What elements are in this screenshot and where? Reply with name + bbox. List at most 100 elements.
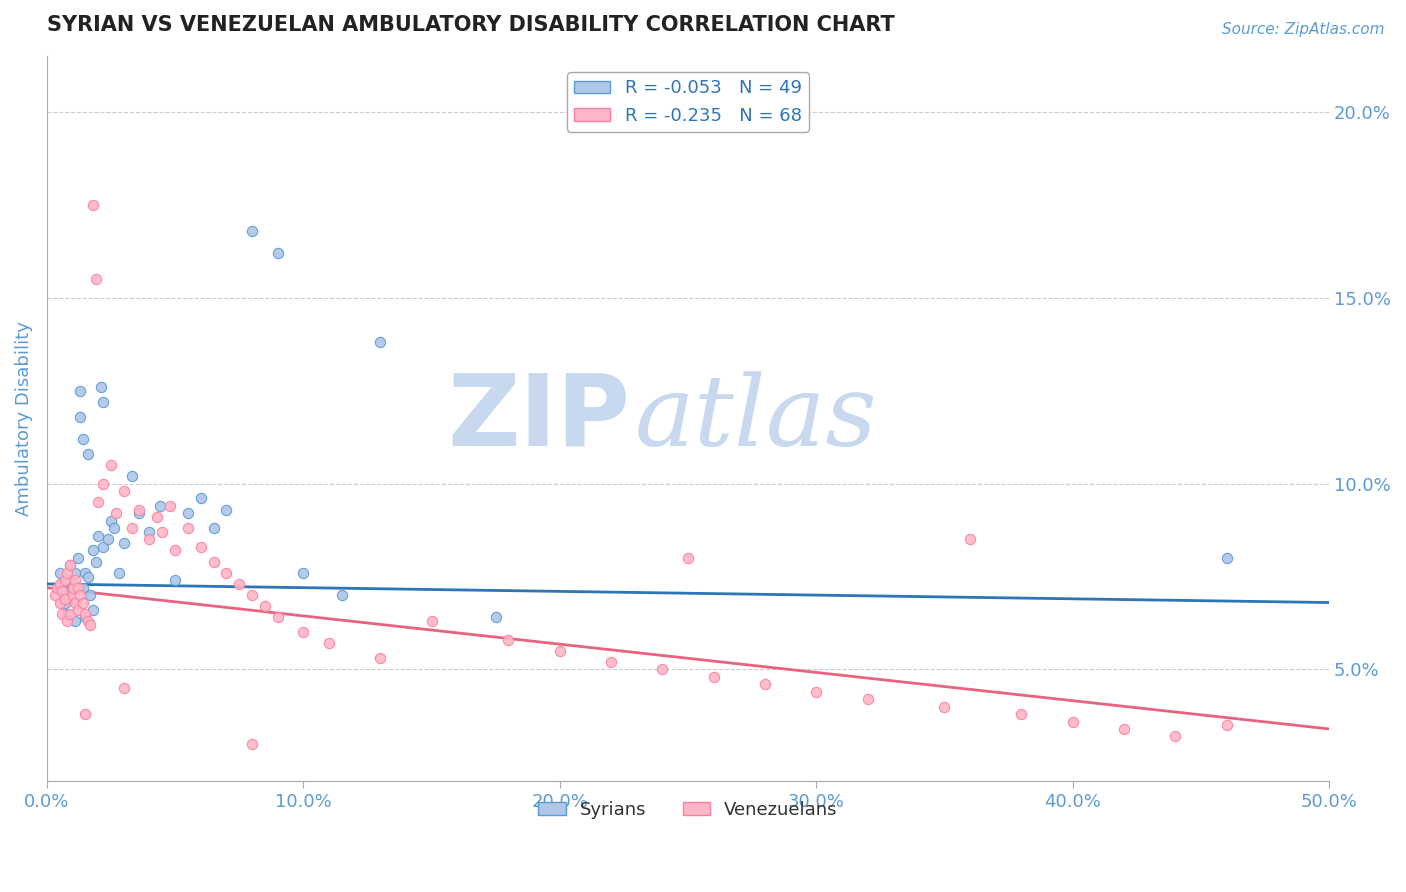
Point (600, 655, 623, 669)
Point (69, 409, 91, 424)
Point (59, 584, 82, 599)
Point (215, 502, 238, 516)
Point (330, 588, 353, 602)
Point (90, 380, 112, 394)
Text: atlas: atlas (634, 371, 877, 467)
Point (228, 577, 250, 591)
Point (72, 581, 94, 595)
Point (138, 524, 160, 539)
Point (368, 335, 391, 350)
Point (51, 584, 73, 599)
Point (651, 663, 673, 677)
Point (498, 632, 520, 647)
Point (53, 573, 76, 587)
Point (66, 550, 89, 565)
Point (485, 610, 508, 624)
Point (165, 573, 187, 587)
Point (48, 595, 70, 609)
Point (53, 595, 76, 609)
Point (934, 699, 956, 714)
Point (240, 588, 263, 602)
Point (75, 607, 97, 621)
Point (51, 581, 73, 595)
Point (62, 588, 84, 602)
Point (190, 540, 212, 554)
Text: Source: ZipAtlas.com: Source: ZipAtlas.com (1222, 22, 1385, 37)
Point (91, 540, 114, 554)
Point (91, 476, 114, 491)
Point (100, 458, 122, 472)
Point (1010, 707, 1032, 722)
Point (1112, 722, 1135, 736)
Point (56, 607, 79, 621)
Point (1062, 714, 1084, 729)
Point (62, 581, 84, 595)
Point (69, 588, 91, 602)
Point (72, 432, 94, 446)
Point (91, 394, 114, 409)
Point (368, 651, 391, 665)
Point (56, 566, 79, 580)
Text: SYRIAN VS VENEZUELAN AMBULATORY DISABILITY CORRELATION CHART: SYRIAN VS VENEZUELAN AMBULATORY DISABILI… (46, 15, 894, 35)
Point (77, 614, 100, 628)
Point (63, 573, 86, 587)
Point (59, 558, 82, 573)
Point (107, 566, 129, 580)
Point (112, 483, 135, 498)
Point (87, 495, 110, 509)
Point (59, 558, 82, 573)
Point (56, 614, 79, 628)
Point (150, 524, 173, 539)
Point (253, 599, 276, 614)
Point (548, 644, 571, 658)
Point (79, 588, 101, 602)
Point (103, 521, 125, 535)
Point (66, 581, 89, 595)
Point (77, 569, 100, 583)
Point (318, 636, 340, 650)
Point (128, 506, 150, 520)
Point (63, 614, 86, 628)
Legend: Syrians, Venezuelans: Syrians, Venezuelans (531, 794, 845, 826)
Point (75, 610, 97, 624)
Point (754, 677, 776, 691)
Point (84, 555, 107, 569)
Point (676, 550, 699, 565)
Point (75, 707, 97, 722)
Point (1215, 550, 1237, 565)
Point (63, 566, 86, 580)
Point (177, 521, 200, 535)
Point (77, 447, 100, 461)
Point (806, 685, 828, 699)
Text: ZIP: ZIP (447, 370, 630, 467)
Point (56, 573, 79, 587)
Point (959, 533, 981, 547)
Point (62, 577, 84, 591)
Point (159, 499, 181, 513)
Point (79, 617, 101, 632)
Y-axis label: Ambulatory Disability: Ambulatory Disability (15, 321, 32, 516)
Point (112, 536, 135, 550)
Point (48, 577, 70, 591)
Point (292, 625, 315, 640)
Point (82, 198, 104, 212)
Point (165, 543, 187, 558)
Point (63, 595, 86, 609)
Point (420, 614, 443, 628)
Point (105, 506, 128, 520)
Point (100, 514, 122, 528)
Point (703, 670, 725, 684)
Point (62, 591, 84, 606)
Point (128, 502, 150, 516)
Point (44, 588, 66, 602)
Point (75, 566, 97, 580)
Point (69, 384, 91, 398)
Point (84, 272, 107, 286)
Point (292, 566, 315, 580)
Point (138, 533, 160, 547)
Point (1164, 730, 1187, 744)
Point (1215, 718, 1237, 732)
Point (46, 581, 69, 595)
Point (121, 521, 143, 535)
Point (112, 681, 135, 695)
